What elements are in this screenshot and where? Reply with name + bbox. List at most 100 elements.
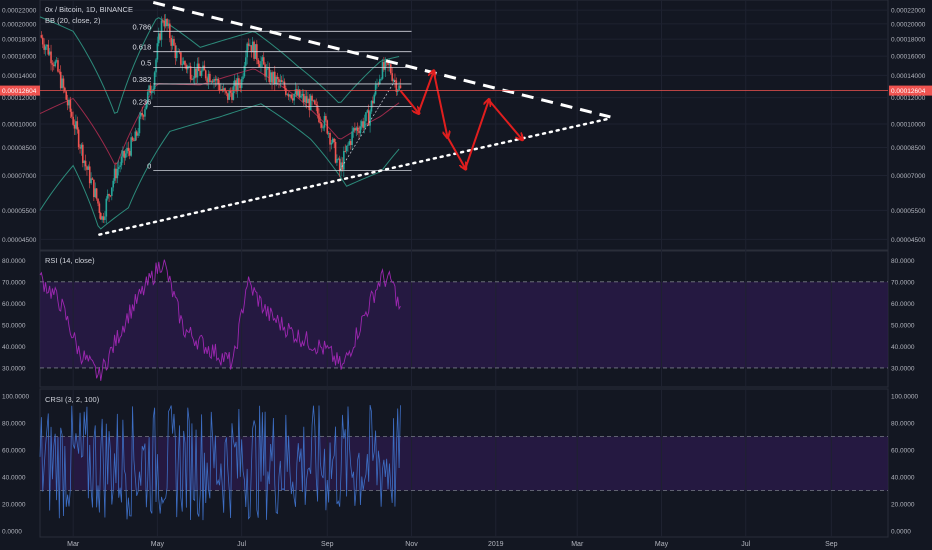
candle-body [59, 71, 62, 89]
candle-body [315, 104, 318, 106]
candle-body [41, 37, 44, 45]
fib-label-4: 0.236 [132, 97, 151, 106]
candle-body [157, 33, 160, 44]
y-tick-left-5: 0.00012000 [2, 95, 37, 102]
projection-arrow-4 [464, 100, 488, 169]
y-tick-right-4: 0.00014000 [891, 73, 926, 80]
y-tick-left-6: 0.00010000 [2, 122, 37, 129]
candle-body [355, 127, 358, 130]
candle-body [88, 166, 91, 184]
candle-body [218, 84, 221, 91]
candle-body [207, 73, 210, 83]
crsi-tick-left-0: 100.0000 [2, 394, 29, 401]
candle-body [117, 167, 120, 169]
candle-body [314, 100, 316, 105]
candle-body [287, 94, 290, 97]
candle-body [290, 94, 293, 99]
candle-body [268, 67, 271, 83]
crsi-tick-left-2: 60.0000 [2, 448, 26, 455]
candle-body [91, 178, 94, 180]
candle-body [53, 64, 55, 67]
candle-body [44, 46, 47, 50]
bb-lower-band [39, 103, 400, 230]
candle-body [345, 145, 348, 152]
candle-body [359, 126, 362, 134]
candle-body [126, 147, 128, 154]
pane-main-frame [39, 0, 889, 251]
candle-body [302, 93, 305, 103]
candle-body [327, 133, 330, 134]
candle-body [378, 79, 381, 85]
candle-body [296, 89, 298, 96]
ascending-trendline [98, 117, 612, 236]
candle-body [111, 187, 113, 196]
rsi-tick-left-5: 30.0000 [2, 365, 26, 372]
candle-body [365, 112, 367, 122]
candle-body [322, 127, 324, 129]
x-tick-3: Sep [321, 541, 334, 548]
candle-body [66, 99, 69, 106]
candle-body [102, 216, 105, 220]
x-tick-8: Jul [741, 541, 750, 548]
candle-body [65, 91, 68, 100]
candle-body [175, 51, 178, 59]
candle-body [253, 41, 255, 59]
candle-body [381, 62, 384, 79]
candle-body [380, 78, 382, 80]
candle-body [135, 131, 138, 136]
legend-rsi: RSI (14, close) [45, 256, 95, 265]
candle-body [84, 160, 87, 167]
candle-body [291, 98, 294, 101]
candle-body [249, 45, 251, 47]
crsi-tick-right-3: 40.0000 [891, 475, 915, 482]
candle-body [278, 78, 280, 83]
candle-body [64, 87, 66, 92]
candle-body [304, 96, 306, 103]
candle-body [95, 188, 98, 199]
projection-arrow-1 [417, 71, 433, 114]
candle-body [258, 64, 261, 68]
candle-body [196, 63, 199, 78]
candle-body [50, 51, 52, 64]
candle-body [131, 137, 134, 141]
y-tick-left-10: 0.00004500 [2, 237, 37, 244]
candle-body [394, 79, 396, 81]
candle-body [384, 60, 387, 70]
candle-body [72, 116, 74, 125]
candle-body [283, 81, 286, 89]
candle-body [193, 68, 196, 79]
candle-body [162, 20, 164, 22]
y-tick-left-0: 0.00022000 [2, 8, 37, 15]
candle-body [90, 178, 92, 184]
candle-body [112, 180, 114, 188]
candle-body [326, 120, 329, 134]
candle-body [246, 43, 248, 58]
crsi-tick-right-2: 60.0000 [891, 448, 915, 455]
candle-body [79, 147, 81, 149]
candle-body [180, 52, 182, 65]
candle-body [267, 67, 269, 69]
candle-body [200, 70, 203, 76]
candle-body [97, 198, 99, 204]
x-tick-1: May [151, 541, 165, 548]
candle-body [57, 60, 59, 72]
candle-body [307, 98, 309, 104]
candle-body [62, 78, 65, 88]
candle-body [152, 89, 155, 92]
rsi-tick-left-0: 80.0000 [2, 258, 26, 265]
candle-body [98, 203, 101, 213]
current-price-tag-left [0, 85, 40, 96]
candle-body [43, 44, 45, 50]
candle-body [250, 45, 253, 53]
candle-body [260, 61, 262, 68]
current-price-tag-right [889, 85, 932, 96]
candle-body [276, 76, 279, 79]
y-tick-right-10: 0.00004500 [891, 237, 926, 244]
candle-body [170, 38, 173, 46]
candle-body [222, 88, 225, 91]
candle-body [344, 150, 347, 152]
candle-body [329, 133, 331, 145]
candle-body [206, 78, 208, 83]
x-tick-7: May [655, 541, 669, 548]
